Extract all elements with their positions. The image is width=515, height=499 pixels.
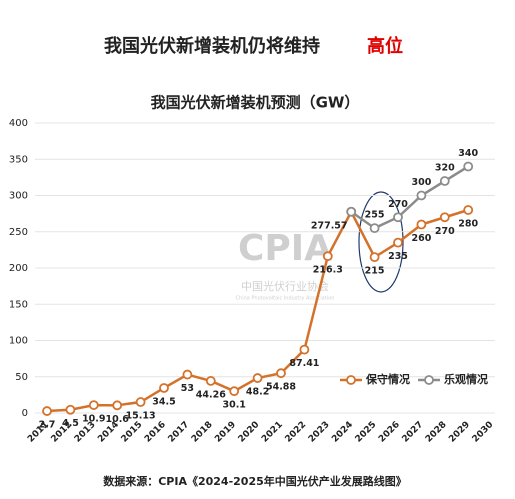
data-label: 235	[388, 251, 408, 262]
x-tick-label: 2021	[260, 420, 285, 445]
watermark-logo: CPIA	[238, 228, 332, 269]
data-point	[252, 373, 263, 383]
x-tick-label: 2027	[400, 420, 425, 445]
data-point	[393, 212, 403, 223]
data-label: 340	[458, 148, 478, 159]
data-point	[416, 219, 427, 230]
watermark: CPIA 中国光伏行业协会 China Photovoltaic Industr…	[236, 228, 335, 302]
data-point	[276, 368, 286, 379]
data-point	[416, 190, 427, 201]
headline-highlight: 高位	[367, 35, 403, 57]
data-label: 2.7	[39, 420, 56, 431]
y-tick-label: 0	[22, 408, 28, 419]
source: 数据来源：CPIA《2024-2025年中国光伏产业发展路线图》	[103, 474, 407, 488]
y-tick-label: 150	[9, 299, 28, 310]
watermark-english: China Photovoltaic Industry Association	[236, 296, 335, 302]
data-point	[135, 397, 146, 407]
data-point	[205, 376, 216, 386]
x-tick-label: 2017	[166, 420, 191, 445]
y-tick-label: 350	[9, 154, 28, 165]
data-point	[112, 400, 123, 411]
data-label: 215	[365, 266, 385, 277]
data-point	[346, 206, 357, 217]
chart-title: 我国光伏新增装机预测（GW）	[151, 94, 360, 112]
data-point	[65, 404, 76, 415]
data-label: 260	[411, 233, 431, 244]
data-point	[88, 400, 99, 410]
x-tick-label: 2020	[237, 420, 262, 445]
data-label: 270	[435, 226, 455, 237]
data-label: 300	[411, 177, 431, 188]
data-point	[159, 383, 169, 393]
y-tick-label: 300	[9, 191, 28, 202]
data-label: 48.2	[246, 387, 269, 398]
data-label: 15.13	[126, 411, 156, 422]
data-label: 10.6	[105, 414, 129, 425]
legend-label: 保守情况	[365, 372, 410, 386]
data-label: 270	[388, 199, 408, 210]
highlight-ellipse	[358, 191, 404, 293]
data-point	[463, 161, 474, 172]
data-point	[369, 223, 380, 234]
data-label: 54.88	[266, 382, 296, 393]
data-point	[42, 406, 52, 416]
data-label: 34.5	[152, 396, 175, 407]
data-label: 216.3	[313, 265, 343, 276]
x-tick-label: 2023	[307, 420, 332, 445]
data-point	[393, 237, 403, 248]
y-tick-label: 50	[15, 372, 28, 383]
watermark-name: 中国光伏行业协会	[241, 279, 329, 293]
x-tick-label: 2030	[471, 420, 496, 445]
data-point	[463, 205, 474, 215]
legend-marker	[424, 375, 434, 385]
y-tick-label: 200	[9, 263, 28, 274]
data-label: 4.5	[62, 418, 79, 429]
data-point	[229, 386, 240, 397]
x-tick-label: 2022	[283, 420, 308, 445]
data-label: 10.9	[82, 414, 105, 425]
y-tick-label: 400	[9, 118, 28, 129]
data-point	[439, 212, 450, 223]
data-label: 44.26	[196, 389, 226, 400]
data-label: 87.41	[289, 358, 319, 369]
data-label: 277.57	[311, 220, 348, 231]
y-tick-label: 100	[9, 336, 28, 347]
x-tick-label: 2024	[330, 420, 355, 445]
data-point	[182, 369, 193, 380]
x-tick-label: 2028	[424, 420, 449, 445]
data-point	[322, 251, 333, 262]
data-label: 255	[365, 210, 385, 221]
legend-label: 乐观情况	[444, 372, 488, 386]
x-tick-label: 2025	[354, 420, 379, 445]
data-point	[439, 176, 450, 186]
x-tick-label: 2019	[213, 420, 238, 445]
data-point	[299, 344, 310, 355]
data-label: 53	[181, 383, 194, 394]
legend-marker	[346, 375, 356, 385]
x-tick-label: 2016	[143, 420, 168, 445]
x-tick-label: 2018	[190, 420, 215, 445]
x-tick-label: 2026	[377, 420, 402, 445]
data-label: 280	[458, 219, 478, 230]
data-label: 320	[435, 163, 455, 174]
x-tick-label: 2029	[447, 420, 472, 445]
y-tick-label: 250	[9, 227, 28, 238]
data-label: 30.1	[222, 400, 245, 411]
data-point	[369, 252, 380, 263]
headline: 我国光伏新增装机仍将维持	[104, 35, 320, 57]
